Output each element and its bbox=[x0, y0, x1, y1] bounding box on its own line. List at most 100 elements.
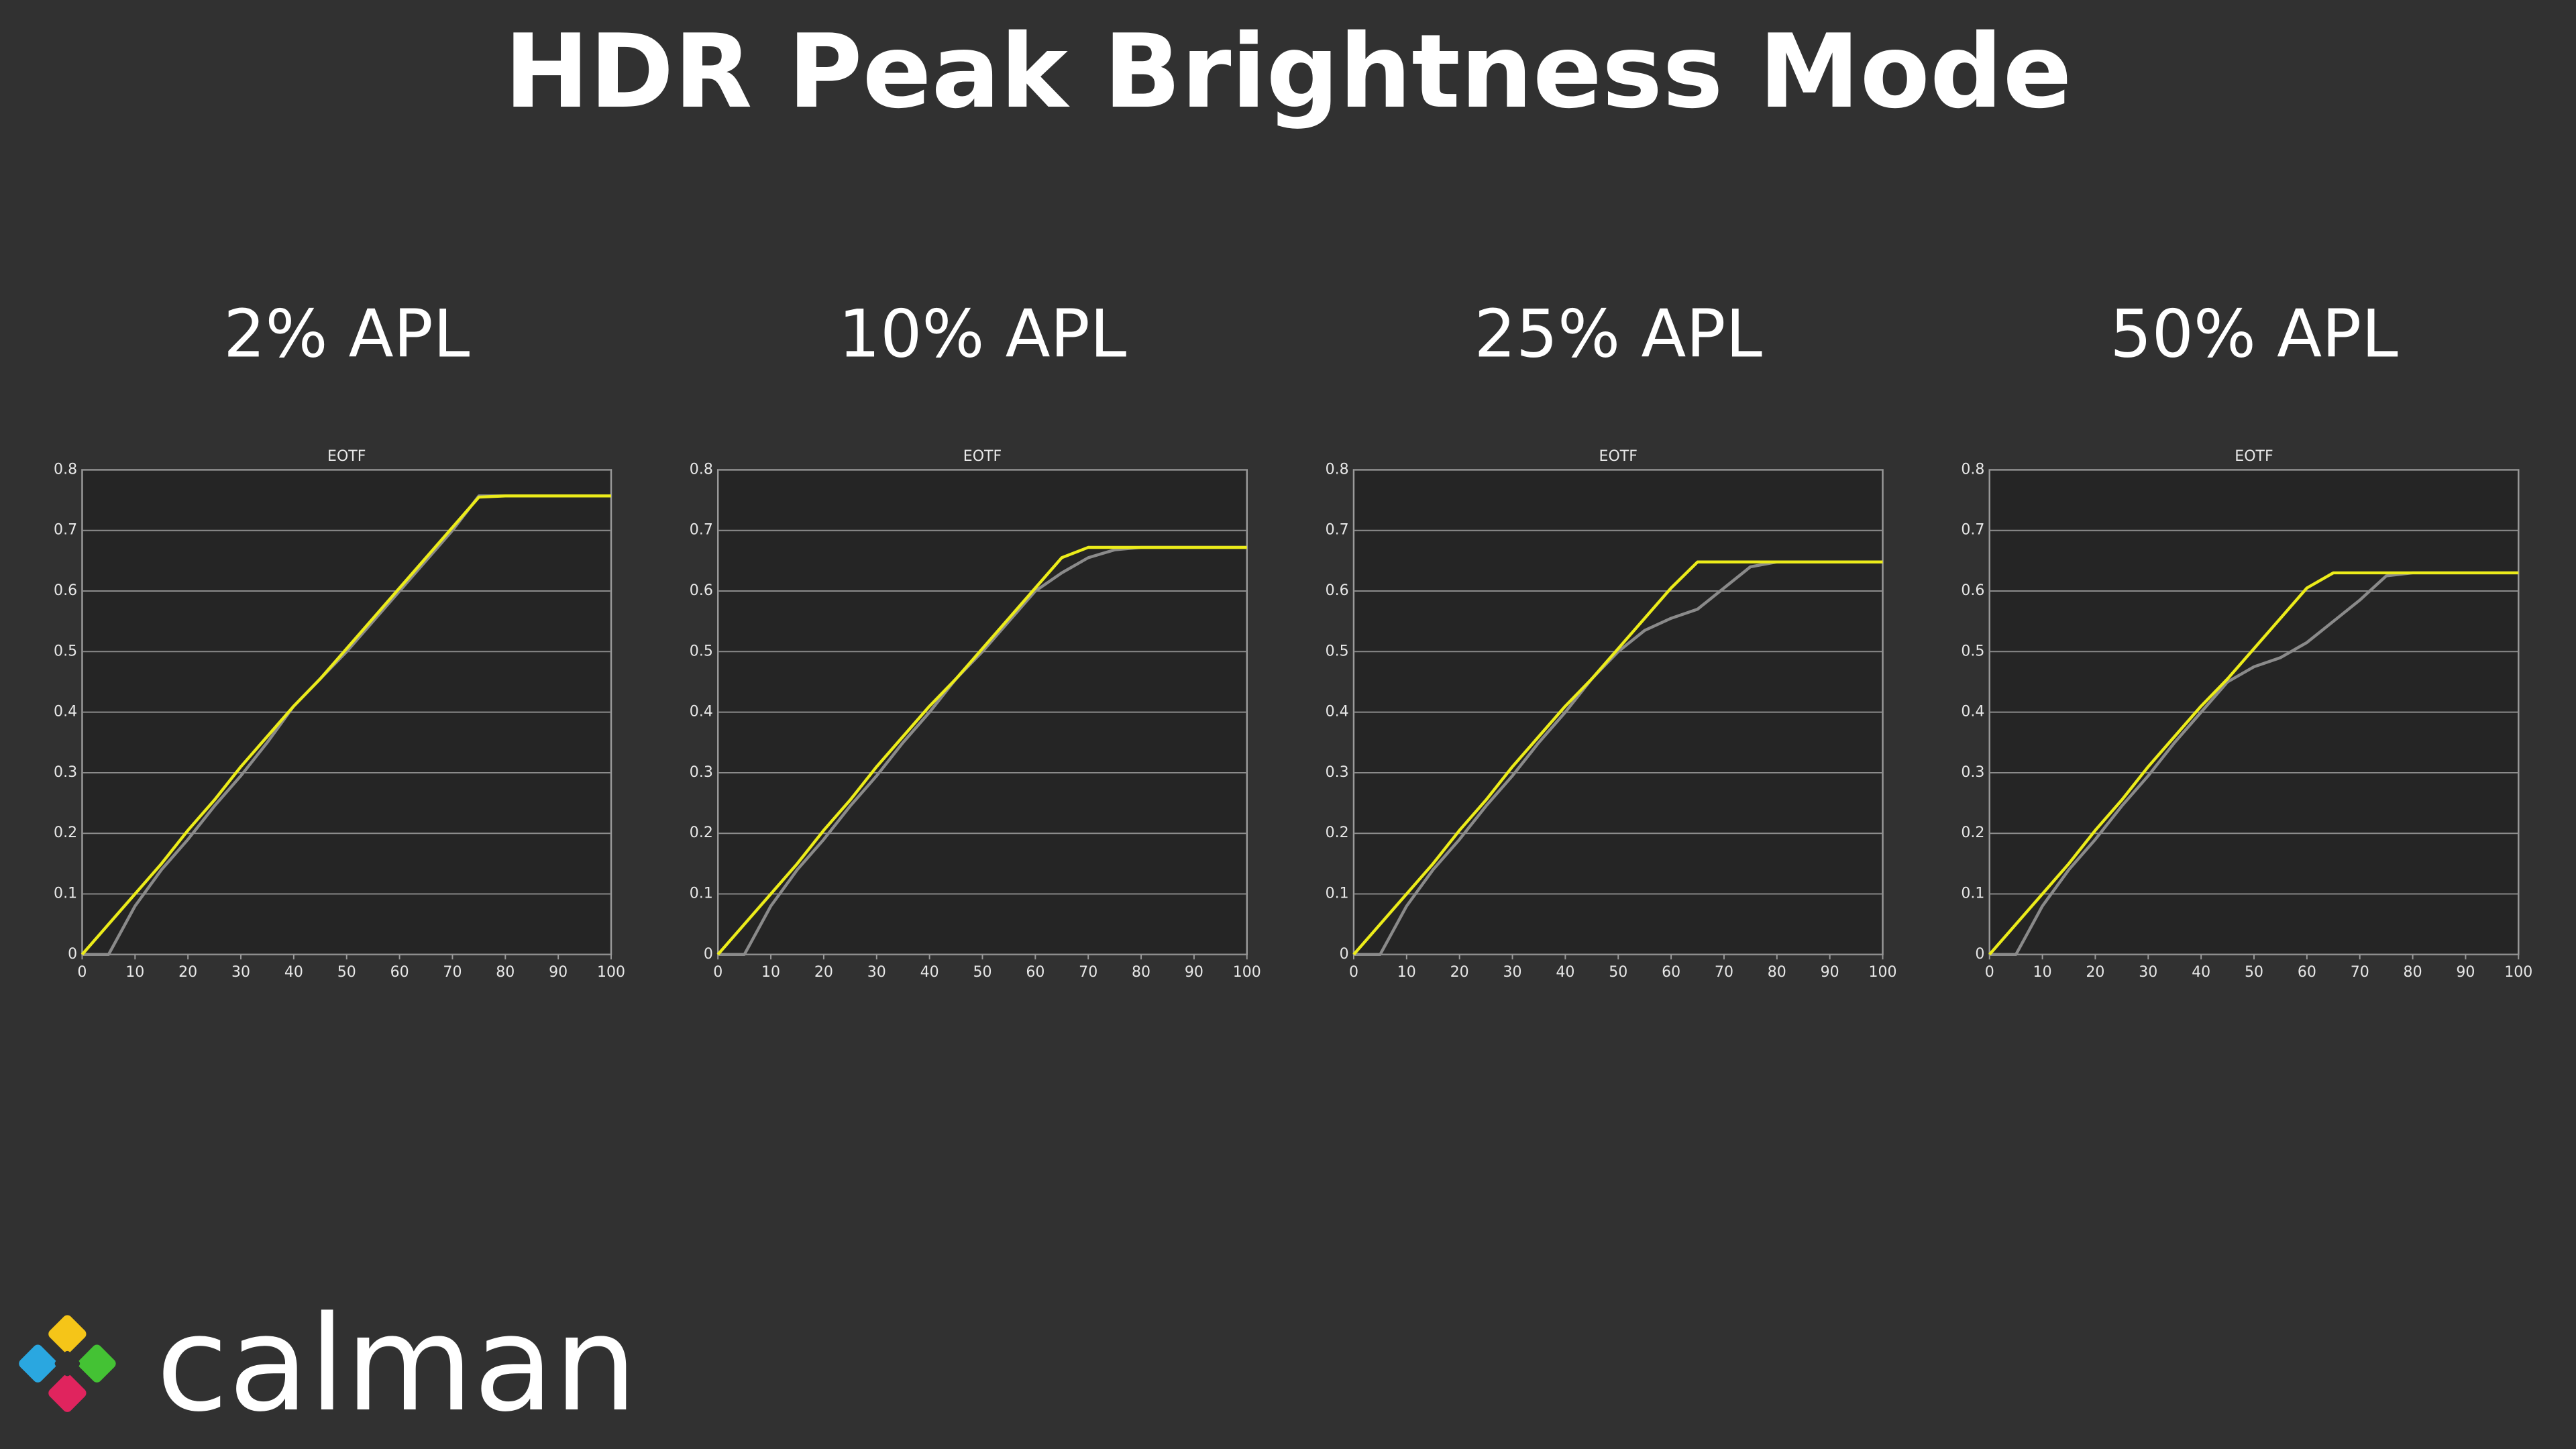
y-tick-label: 0.1 bbox=[690, 885, 713, 902]
x-tick-label: 60 bbox=[390, 964, 409, 981]
y-tick-label: 0.5 bbox=[1961, 643, 1984, 659]
x-tick-label: 50 bbox=[2245, 964, 2263, 981]
x-tick-label: 10 bbox=[761, 964, 780, 981]
x-tick-label: 30 bbox=[1503, 964, 1522, 981]
x-tick-label: 70 bbox=[1715, 964, 1733, 981]
y-tick-label: 0.2 bbox=[54, 824, 77, 841]
y-tick-label: 0.7 bbox=[54, 522, 77, 539]
x-tick-label: 90 bbox=[549, 964, 568, 981]
y-tick-label: 0.5 bbox=[690, 643, 713, 659]
y-tick-label: 0.8 bbox=[1961, 461, 1984, 478]
x-tick-label: 80 bbox=[1132, 964, 1150, 981]
chart: 2% APL EOTF 0 0.1 0.2 0.3 0.4 0.5 0.6 0.7 0.8 0 10 20… bbox=[54, 296, 625, 980]
y-tick-label: 0.8 bbox=[690, 461, 713, 478]
series-line bbox=[716, 545, 1247, 956]
x-tick-label: 80 bbox=[2404, 964, 2422, 981]
y-tick-label: 0.7 bbox=[690, 522, 713, 539]
x-tick-label: 90 bbox=[1821, 964, 1839, 981]
x-tick-label: 70 bbox=[443, 964, 462, 981]
chart-title: EOTF bbox=[1599, 448, 1638, 465]
y-tick-label: 0.5 bbox=[54, 643, 77, 659]
series-line bbox=[1988, 571, 2519, 956]
chart-heading: 2% APL bbox=[223, 296, 470, 372]
y-tick-label: 0.3 bbox=[1326, 764, 1349, 781]
y-tick-label: 0.6 bbox=[1961, 582, 1984, 599]
x-tick-label: 40 bbox=[2192, 964, 2210, 981]
x-tick-label: 30 bbox=[2139, 964, 2157, 981]
chart-heading: 25% APL bbox=[1474, 296, 1763, 372]
x-tick-label: 30 bbox=[231, 964, 250, 981]
y-tick-label: 0.8 bbox=[54, 461, 77, 478]
chart-title: EOTF bbox=[327, 448, 366, 465]
y-tick-label: 0.3 bbox=[690, 764, 713, 781]
logo-icon bbox=[19, 1315, 116, 1412]
y-tick-label: 0.7 bbox=[1961, 522, 1984, 539]
series-line bbox=[1352, 560, 1883, 956]
y-tick-label: 0.4 bbox=[1961, 704, 1984, 720]
x-tick-label: 20 bbox=[814, 964, 833, 981]
y-tick-label: 0 bbox=[68, 946, 77, 963]
y-tick-label: 0.2 bbox=[690, 824, 713, 841]
x-tick-label: 70 bbox=[1079, 964, 1097, 981]
x-tick-label: 10 bbox=[1397, 964, 1416, 981]
x-tick-label: 90 bbox=[1185, 964, 1203, 981]
x-tick-label: 40 bbox=[920, 964, 939, 981]
chart-heading: 10% APL bbox=[839, 296, 1127, 372]
page-title: HDR Peak Brightness Mode bbox=[504, 12, 2072, 131]
y-tick-label: 0.3 bbox=[1961, 764, 1984, 781]
x-tick-label: 50 bbox=[1609, 964, 1627, 981]
x-tick-label: 10 bbox=[2033, 964, 2052, 981]
chart: 25% APL EOTF 0 0.1 0.2 0.3 0.4 0.5 0.6 0.7 0.8 0 10 2… bbox=[1326, 296, 1897, 980]
y-tick-label: 0.6 bbox=[1326, 582, 1349, 599]
x-tick-label: 80 bbox=[496, 964, 515, 981]
chart: 10% APL EOTF 0 0.1 0.2 0.3 0.4 0.5 0.6 0.7 0.8 0 10 2… bbox=[690, 296, 1261, 980]
y-tick-label: 0.1 bbox=[54, 885, 77, 902]
x-tick-label: 100 bbox=[1233, 964, 1261, 981]
x-tick-label: 100 bbox=[597, 964, 625, 981]
y-tick-label: 0 bbox=[1340, 946, 1349, 963]
x-tick-label: 60 bbox=[1662, 964, 1680, 981]
x-tick-label: 60 bbox=[2298, 964, 2316, 981]
x-tick-label: 40 bbox=[1556, 964, 1574, 981]
y-tick-label: 0 bbox=[704, 946, 713, 963]
x-tick-label: 20 bbox=[2086, 964, 2104, 981]
chart-title: EOTF bbox=[2235, 448, 2273, 465]
x-tick-label: 10 bbox=[125, 964, 144, 981]
x-tick-label: 0 bbox=[713, 964, 722, 981]
y-tick-label: 0.6 bbox=[690, 582, 713, 599]
x-tick-label: 0 bbox=[1349, 964, 1358, 981]
x-tick-label: 20 bbox=[178, 964, 197, 981]
x-tick-label: 100 bbox=[1868, 964, 1896, 981]
chart-heading: 50% APL bbox=[2110, 296, 2398, 372]
y-tick-label: 0.3 bbox=[54, 764, 77, 781]
series-line bbox=[80, 494, 612, 956]
y-tick-label: 0.7 bbox=[1326, 522, 1349, 539]
y-tick-label: 0.5 bbox=[1326, 643, 1349, 659]
chart: 50% APL EOTF 0 0.1 0.2 0.3 0.4 0.5 0.6 0.7 0.8 0 10 2… bbox=[1961, 296, 2532, 980]
y-tick-label: 0.6 bbox=[54, 582, 77, 599]
x-tick-label: 70 bbox=[2351, 964, 2369, 981]
y-tick-label: 0.2 bbox=[1326, 824, 1349, 841]
y-tick-label: 0.4 bbox=[690, 704, 713, 720]
y-tick-label: 0.1 bbox=[1326, 885, 1349, 902]
y-tick-label: 0.4 bbox=[54, 704, 77, 720]
x-tick-label: 60 bbox=[1026, 964, 1044, 981]
x-tick-label: 30 bbox=[867, 964, 886, 981]
x-tick-label: 100 bbox=[2504, 964, 2532, 981]
y-tick-label: 0.2 bbox=[1961, 824, 1984, 841]
x-tick-label: 40 bbox=[284, 964, 303, 981]
x-tick-label: 0 bbox=[77, 964, 87, 981]
x-tick-label: 0 bbox=[1985, 964, 1994, 981]
y-tick-label: 0 bbox=[1975, 946, 1984, 963]
x-tick-label: 20 bbox=[1450, 964, 1469, 981]
y-tick-label: 0.4 bbox=[1326, 704, 1349, 720]
x-tick-label: 90 bbox=[2456, 964, 2475, 981]
logo-text: calman bbox=[156, 1288, 637, 1441]
y-tick-label: 0.8 bbox=[1326, 461, 1349, 478]
chart-title: EOTF bbox=[963, 448, 1002, 465]
x-tick-label: 80 bbox=[1768, 964, 1786, 981]
x-tick-label: 50 bbox=[973, 964, 991, 981]
y-tick-label: 0.1 bbox=[1961, 885, 1984, 902]
